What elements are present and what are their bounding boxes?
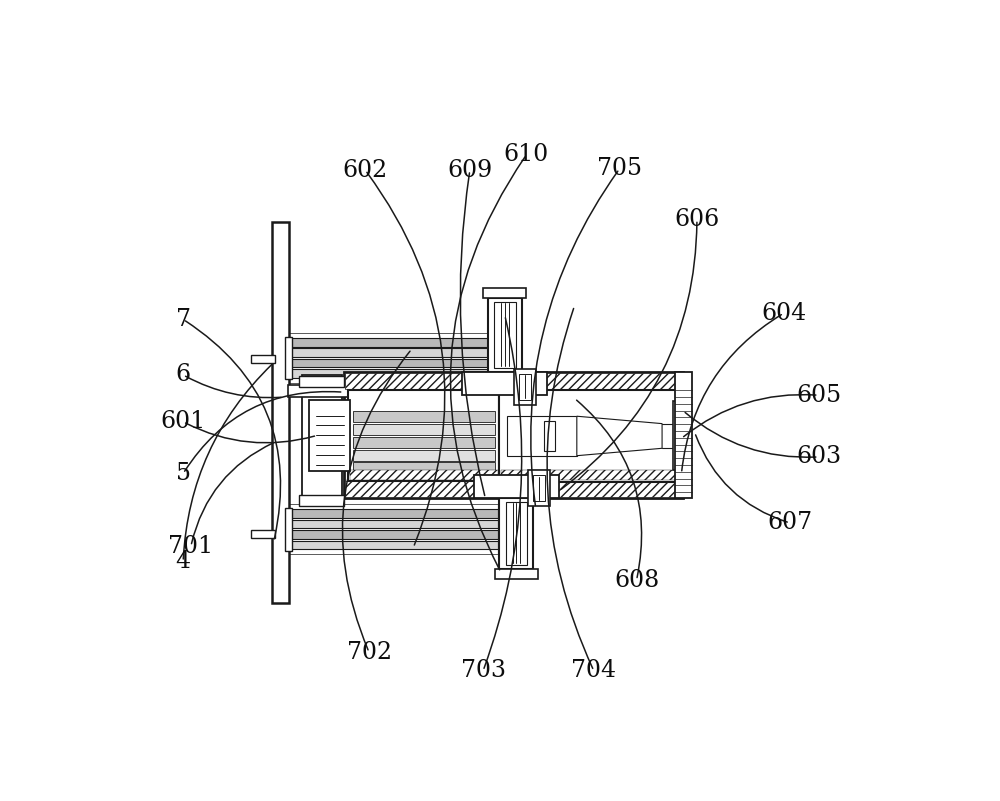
- Bar: [462, 372, 547, 395]
- Bar: [544, 421, 555, 451]
- Text: 7: 7: [176, 308, 191, 331]
- Bar: [344, 372, 683, 498]
- Text: 609: 609: [447, 159, 492, 182]
- Bar: [673, 401, 690, 470]
- Bar: [345, 373, 681, 389]
- Bar: [350, 470, 498, 480]
- Bar: [353, 437, 495, 448]
- Bar: [289, 348, 502, 357]
- Text: 605: 605: [796, 384, 841, 407]
- Bar: [675, 372, 692, 498]
- Text: 607: 607: [767, 511, 813, 534]
- Text: 4: 4: [176, 550, 191, 574]
- Bar: [272, 222, 289, 603]
- Text: 5: 5: [176, 462, 191, 485]
- Bar: [299, 495, 344, 506]
- Bar: [488, 298, 522, 372]
- Text: 703: 703: [461, 659, 506, 682]
- Bar: [287, 505, 522, 554]
- Bar: [499, 506, 516, 553]
- Bar: [353, 462, 495, 473]
- Bar: [495, 570, 538, 579]
- Bar: [285, 508, 292, 550]
- Text: 610: 610: [504, 143, 549, 167]
- Bar: [483, 288, 526, 298]
- Bar: [348, 390, 499, 481]
- Bar: [494, 301, 516, 368]
- Text: 604: 604: [761, 302, 806, 324]
- Bar: [499, 390, 678, 481]
- Bar: [309, 400, 350, 471]
- Bar: [251, 529, 275, 538]
- Text: 602: 602: [343, 159, 388, 182]
- Bar: [353, 449, 495, 461]
- Bar: [353, 411, 495, 422]
- Bar: [345, 481, 681, 497]
- Text: 603: 603: [796, 445, 841, 469]
- Text: 705: 705: [597, 158, 642, 180]
- Bar: [353, 424, 495, 435]
- Bar: [289, 509, 502, 518]
- Bar: [514, 368, 536, 405]
- Bar: [302, 375, 342, 505]
- Text: 608: 608: [614, 569, 659, 592]
- Bar: [299, 376, 344, 387]
- Bar: [285, 336, 292, 379]
- Bar: [533, 476, 545, 501]
- Bar: [474, 475, 559, 498]
- Bar: [499, 498, 533, 570]
- Text: 606: 606: [674, 208, 720, 231]
- Bar: [289, 338, 502, 347]
- Bar: [501, 470, 676, 481]
- Bar: [288, 384, 351, 397]
- Bar: [507, 417, 577, 456]
- Bar: [528, 470, 550, 506]
- Text: 704: 704: [571, 659, 616, 682]
- Bar: [499, 335, 516, 381]
- Bar: [289, 520, 502, 529]
- Bar: [289, 369, 502, 378]
- Text: 701: 701: [168, 535, 213, 557]
- Text: 6: 6: [176, 364, 191, 386]
- Bar: [506, 502, 527, 566]
- Text: 702: 702: [347, 641, 392, 664]
- Text: 601: 601: [160, 410, 206, 433]
- Bar: [251, 355, 275, 363]
- Polygon shape: [577, 417, 662, 456]
- Bar: [289, 541, 502, 549]
- Bar: [519, 373, 531, 400]
- Bar: [289, 530, 502, 539]
- Bar: [289, 359, 502, 368]
- Bar: [287, 333, 522, 383]
